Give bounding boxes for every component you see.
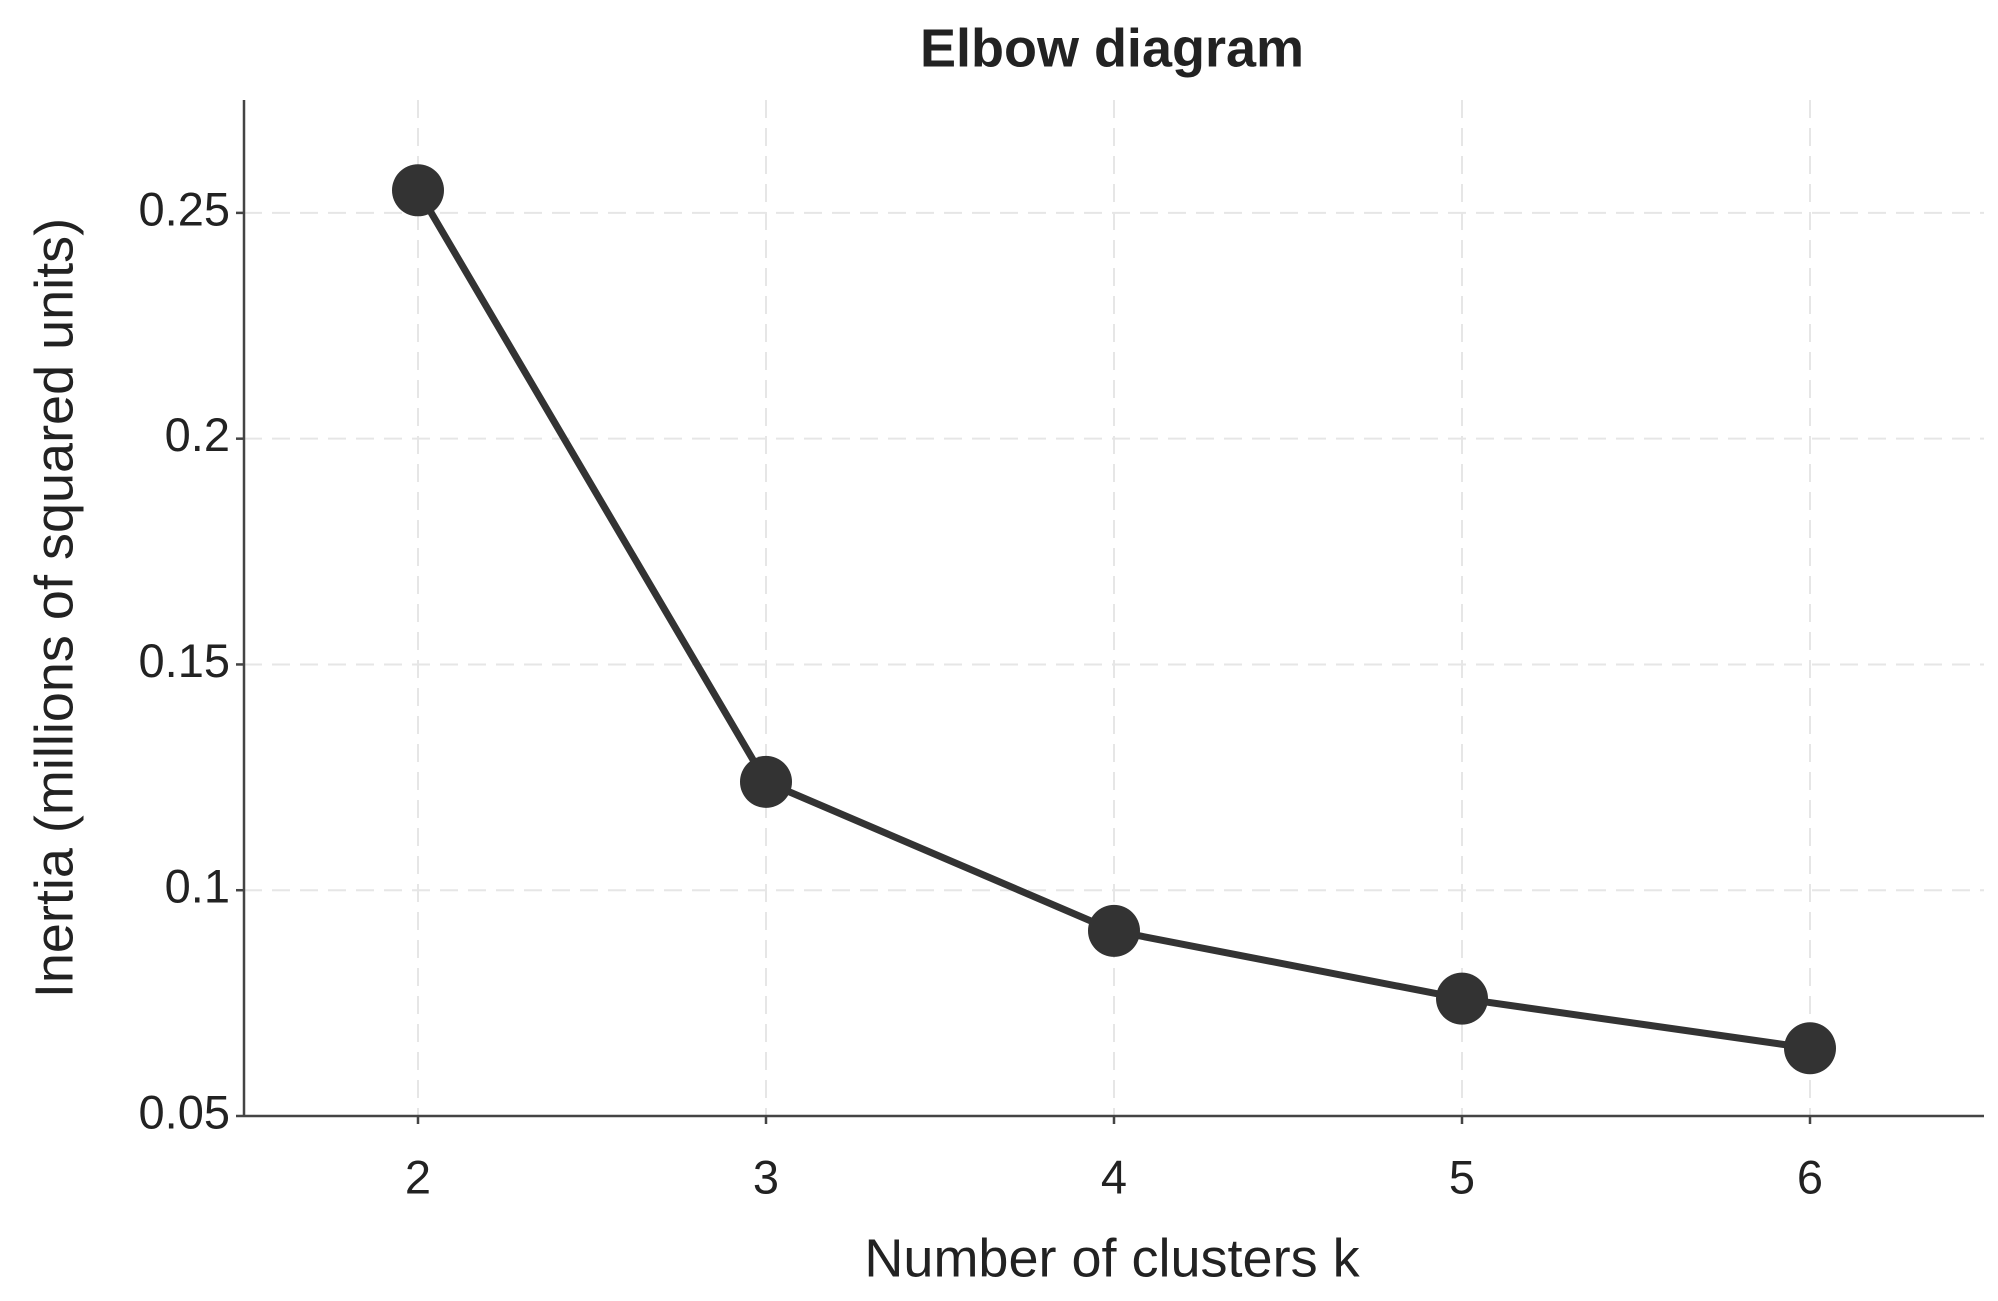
x-tick-label: 4 [1101, 1150, 1127, 1203]
marker [1088, 904, 1140, 957]
x-tick-label: 2 [405, 1150, 431, 1203]
y-tick-label: 0.25 [139, 182, 230, 235]
y-tick-label: 0.15 [139, 634, 230, 687]
y-tick-label: 0.2 [165, 408, 230, 461]
x-tick-label: 5 [1449, 1150, 1475, 1203]
marker [740, 755, 792, 808]
marker [1436, 972, 1488, 1025]
marker [1784, 1022, 1836, 1075]
x-axis-label: Number of clusters k [864, 1228, 1360, 1288]
y-tick-label: 0.05 [139, 1085, 230, 1138]
chart-title: Elbow diagram [920, 18, 1304, 78]
marker [392, 164, 444, 217]
x-tick-label: 3 [753, 1150, 779, 1203]
y-axis-label: Inertia (millions of squared units) [24, 218, 84, 998]
y-tick-label: 0.1 [165, 860, 230, 913]
x-tick-label: 6 [1797, 1150, 1823, 1203]
